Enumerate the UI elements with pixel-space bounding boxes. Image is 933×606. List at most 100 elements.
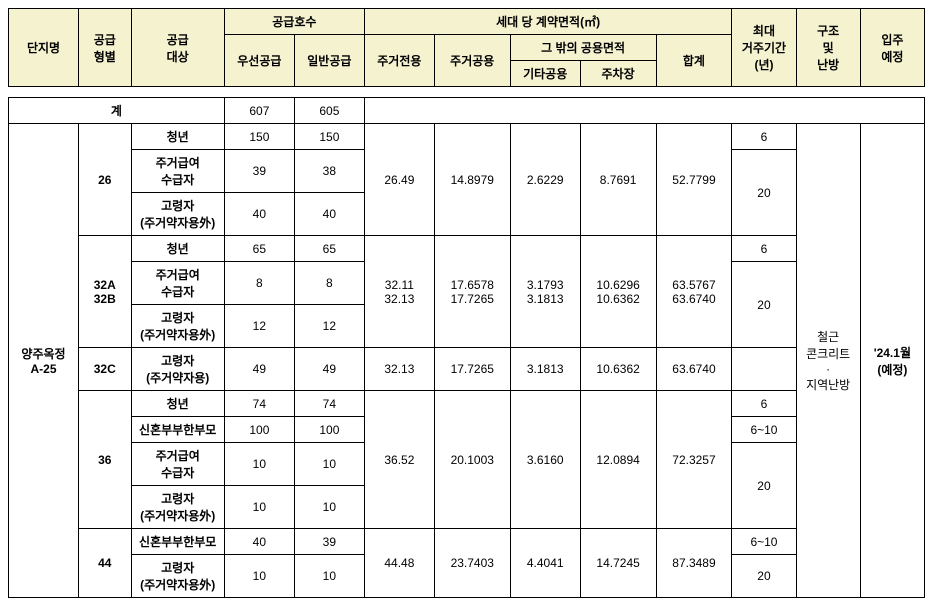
data-table: 계607605양주옥정A-2526청년15015026.4914.89792.6… [8, 97, 925, 598]
priority-supply: 40 [224, 529, 294, 555]
general-supply: 10 [294, 486, 364, 529]
general-supply: 39 [294, 529, 364, 555]
hdr-supply-type: 공급형별 [79, 9, 132, 87]
general-supply: 10 [294, 555, 364, 598]
area-exclusive: 26.49 [364, 124, 434, 236]
area-shared: 17.657817.7265 [434, 236, 510, 348]
general-supply: 40 [294, 193, 364, 236]
hdr-exclusive: 주거전용 [364, 35, 434, 87]
area-etc: 3.1813 [510, 348, 580, 391]
table-row: 양주옥정A-2526청년15015026.4914.89792.62298.76… [9, 124, 925, 150]
general-supply: 100 [294, 417, 364, 443]
supply-type: 32C [79, 348, 132, 391]
general-supply: 74 [294, 391, 364, 417]
max-period: 6 [732, 391, 796, 417]
hdr-max-period: 최대거주기간(년) [732, 9, 796, 87]
summary-blank [364, 98, 924, 124]
max-period: 20 [732, 150, 796, 236]
header-table: 단지명 공급형별 공급대상 공급호수 세대 당 계약면적(㎡) 최대거주기간(년… [8, 8, 925, 87]
max-period: 20 [732, 443, 796, 529]
supply-target: 청년 [131, 391, 224, 417]
supply-type: 36 [79, 391, 132, 529]
max-period: 20 [732, 262, 796, 348]
hdr-movein: 입주예정 [860, 9, 924, 87]
hdr-other-common: 그 밖의 공용면적 [510, 35, 656, 61]
priority-supply: 10 [224, 555, 294, 598]
area-total: 52.7799 [656, 124, 732, 236]
supply-target: 고령자(주거약자용外) [131, 555, 224, 598]
supply-target: 고령자(주거약자용外) [131, 305, 224, 348]
area-exclusive: 32.13 [364, 348, 434, 391]
structure-heating: 철근콘크리트·지역난방 [796, 124, 860, 598]
priority-supply: 74 [224, 391, 294, 417]
area-shared: 23.7403 [434, 529, 510, 598]
area-shared: 20.1003 [434, 391, 510, 529]
hdr-shared: 주거공용 [434, 35, 510, 87]
table-row: 36청년747436.5220.10033.616012.089472.3257… [9, 391, 925, 417]
area-shared: 14.8979 [434, 124, 510, 236]
priority-supply: 10 [224, 486, 294, 529]
area-etc: 2.6229 [510, 124, 580, 236]
general-supply: 8 [294, 262, 364, 305]
hdr-structure: 구조및난방 [796, 9, 860, 87]
general-supply: 12 [294, 305, 364, 348]
supply-target: 고령자(주거약자용外) [131, 193, 224, 236]
priority-supply: 150 [224, 124, 294, 150]
summary-label: 계 [9, 98, 225, 124]
max-period: 6 [732, 236, 796, 262]
priority-supply: 12 [224, 305, 294, 348]
table-row: 32C고령자(주거약자용)494932.1317.72653.181310.63… [9, 348, 925, 391]
hdr-supply-target: 공급대상 [131, 9, 224, 87]
supply-target: 신혼부부한부모 [131, 417, 224, 443]
supply-target: 고령자(주거약자용) [131, 348, 224, 391]
area-etc: 3.17933.1813 [510, 236, 580, 348]
hdr-etc-common: 기타공용 [510, 61, 580, 87]
max-period: 6~10 [732, 529, 796, 555]
hdr-supply-units: 공급호수 [224, 9, 364, 35]
hdr-complex: 단지명 [9, 9, 79, 87]
area-total: 63.576763.6740 [656, 236, 732, 348]
area-etc: 3.6160 [510, 391, 580, 529]
max-period: 20 [732, 555, 796, 598]
max-period: 6~10 [732, 417, 796, 443]
supply-target: 청년 [131, 236, 224, 262]
area-total: 72.3257 [656, 391, 732, 529]
hdr-general: 일반공급 [294, 35, 364, 87]
summary-priority: 607 [224, 98, 294, 124]
max-period: 6 [732, 124, 796, 150]
supply-type: 26 [79, 124, 132, 236]
hdr-contract-area: 세대 당 계약면적(㎡) [364, 9, 732, 35]
max-period [732, 348, 796, 391]
table-row: 32A32B청년656532.1132.1317.657817.72653.17… [9, 236, 925, 262]
general-supply: 65 [294, 236, 364, 262]
supply-target: 신혼부부한부모 [131, 529, 224, 555]
supply-target: 주거급여수급자 [131, 443, 224, 486]
area-parking: 12.0894 [580, 391, 656, 529]
general-supply: 49 [294, 348, 364, 391]
summary-general: 605 [294, 98, 364, 124]
area-parking: 10.629610.6362 [580, 236, 656, 348]
priority-supply: 40 [224, 193, 294, 236]
supply-target: 고령자(주거약자용外) [131, 486, 224, 529]
supply-target: 주거급여수급자 [131, 262, 224, 305]
area-total: 87.3489 [656, 529, 732, 598]
general-supply: 150 [294, 124, 364, 150]
area-shared: 17.7265 [434, 348, 510, 391]
priority-supply: 49 [224, 348, 294, 391]
area-parking: 8.7691 [580, 124, 656, 236]
priority-supply: 39 [224, 150, 294, 193]
supply-target: 청년 [131, 124, 224, 150]
general-supply: 10 [294, 443, 364, 486]
general-supply: 38 [294, 150, 364, 193]
hdr-parking: 주차장 [580, 61, 656, 87]
priority-supply: 10 [224, 443, 294, 486]
supply-type: 32A32B [79, 236, 132, 348]
area-exclusive: 44.48 [364, 529, 434, 598]
area-total: 63.6740 [656, 348, 732, 391]
movein-schedule: '24.1월(예정) [860, 124, 924, 598]
area-exclusive: 36.52 [364, 391, 434, 529]
priority-supply: 65 [224, 236, 294, 262]
priority-supply: 100 [224, 417, 294, 443]
area-etc: 4.4041 [510, 529, 580, 598]
priority-supply: 8 [224, 262, 294, 305]
